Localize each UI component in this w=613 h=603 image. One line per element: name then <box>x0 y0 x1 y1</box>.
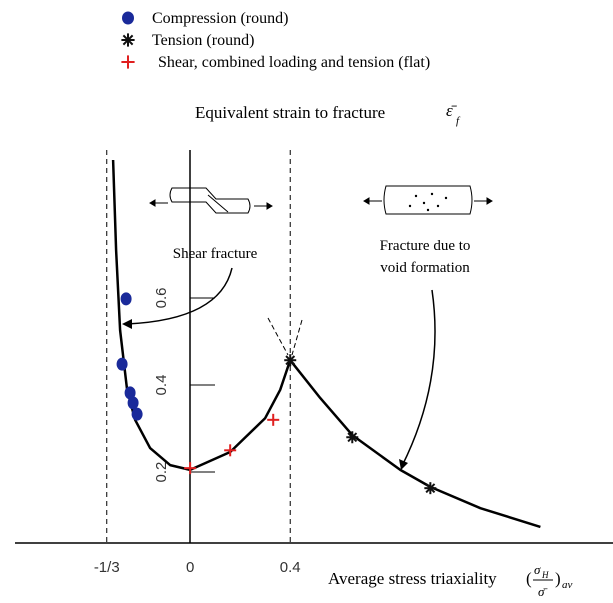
y-tick-label: 0.6 <box>153 288 170 309</box>
data-point <box>120 292 132 306</box>
chart-title: Equivalent strain to fracture <box>195 103 385 122</box>
annotation: void formation <box>380 260 470 276</box>
x-label-den: σ̄ <box>538 584 548 599</box>
legend-marker <box>121 55 135 69</box>
void-specimen-icon <box>363 185 493 215</box>
arrowhead <box>122 319 132 329</box>
fit-curve <box>111 159 541 529</box>
legend-label: Compression (round) <box>152 10 288 27</box>
data-point <box>131 407 143 421</box>
legend-item: Tension (round) <box>121 32 254 49</box>
extension-line <box>267 317 289 356</box>
legend-item: Shear, combined loading and tension (fla… <box>121 54 430 71</box>
marker-stroke <box>285 355 296 366</box>
annotation: Shear fracture <box>173 246 258 262</box>
annotation: Fracture due to <box>380 238 471 254</box>
marker-stroke <box>347 432 358 443</box>
data-point <box>224 444 237 457</box>
marker-stroke <box>122 34 134 46</box>
arrowhead <box>399 459 408 470</box>
y-tick-label: 0.2 <box>153 462 170 483</box>
annotation-arrow <box>125 267 233 325</box>
data-point <box>424 482 437 495</box>
data-point <box>124 386 136 400</box>
data-point <box>284 354 297 367</box>
title-symbol: ε̄ <box>446 101 458 120</box>
shear-specimen-icon <box>149 187 273 214</box>
x-axis-label: Average stress triaxiality <box>328 569 497 588</box>
annotation-arrow <box>401 289 436 467</box>
legend-label: Shear, combined loading and tension (fla… <box>158 54 430 71</box>
legend-item: Compression (round) <box>122 10 288 27</box>
data-point <box>116 357 128 371</box>
data-point <box>346 431 359 444</box>
x-tick-label: 0 <box>186 559 194 576</box>
legend-marker <box>122 11 134 25</box>
x-tick-label: -1/3 <box>94 559 120 576</box>
marker-stroke <box>425 483 436 494</box>
extension-line <box>291 319 303 356</box>
x-label-sub: av <box>562 579 573 591</box>
data-point <box>127 396 139 410</box>
x-label-paren: ) <box>555 569 561 588</box>
legend-marker <box>121 33 135 47</box>
legend-label: Tension (round) <box>152 32 254 49</box>
data-point <box>267 413 280 426</box>
data-point <box>184 462 197 475</box>
x-label-num-sub: H <box>541 570 549 580</box>
y-tick-label: 0.4 <box>153 375 170 396</box>
x-label-num: σ <box>534 562 541 577</box>
x-tick-label: 0.4 <box>280 559 301 576</box>
title-symbol-sub: f <box>456 115 461 127</box>
x-label-paren: ( <box>526 569 532 588</box>
